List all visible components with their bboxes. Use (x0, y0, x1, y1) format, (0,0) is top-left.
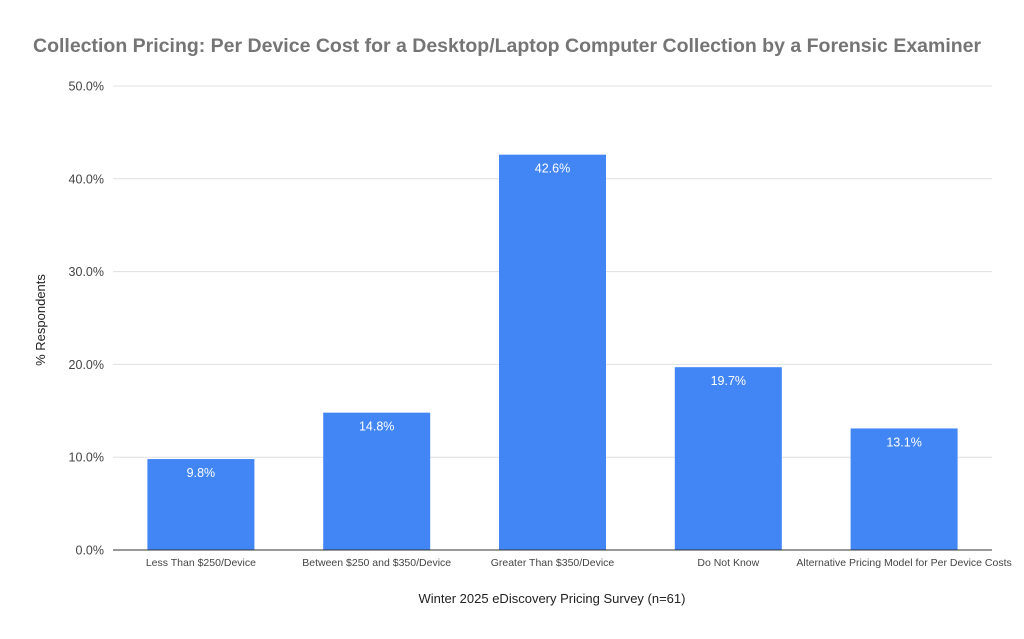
y-tick-label: 10.0% (69, 451, 104, 465)
y-tick-label: 30.0% (69, 265, 104, 279)
y-tick-label: 40.0% (69, 172, 104, 186)
data-label: 19.7% (711, 374, 746, 388)
data-label: 14.8% (359, 420, 394, 434)
bar (323, 412, 431, 550)
bar (147, 459, 255, 550)
x-tick-label: Alternative Pricing Model for Per Device… (796, 557, 1011, 569)
y-tick-label: 20.0% (69, 358, 104, 372)
bar (499, 154, 606, 550)
x-axis-ticks: Less Than $250/Device Between $250 and $3… (146, 557, 1012, 569)
bar (850, 428, 958, 550)
chart-title: Collection Pricing: Per Device Cost for … (33, 35, 982, 57)
y-axis-ticks: 0.0% 10.0% 20.0% 30.0% 40.0% 50.0% (69, 80, 104, 558)
y-tick-label: 0.0% (76, 544, 105, 558)
x-tick-label: Between $250 and $350/Device (302, 557, 451, 569)
y-tick-label: 50.0% (69, 80, 104, 94)
x-tick-label: Less Than $250/Device (146, 557, 256, 569)
x-tick-label: Greater Than $350/Device (491, 557, 615, 569)
data-label: 42.6% (535, 162, 570, 176)
x-axis-label: Winter 2025 eDiscovery Pricing Survey (n… (419, 591, 686, 606)
data-labels: 9.8% 14.8% 42.6% 19.7% 13.1% (187, 162, 922, 480)
x-tick-label: Do Not Know (697, 557, 759, 569)
data-label: 9.8% (187, 466, 216, 480)
y-axis-label: % Respondents (33, 274, 48, 366)
bars (147, 154, 958, 550)
bar (674, 367, 782, 550)
data-label: 13.1% (886, 435, 921, 449)
